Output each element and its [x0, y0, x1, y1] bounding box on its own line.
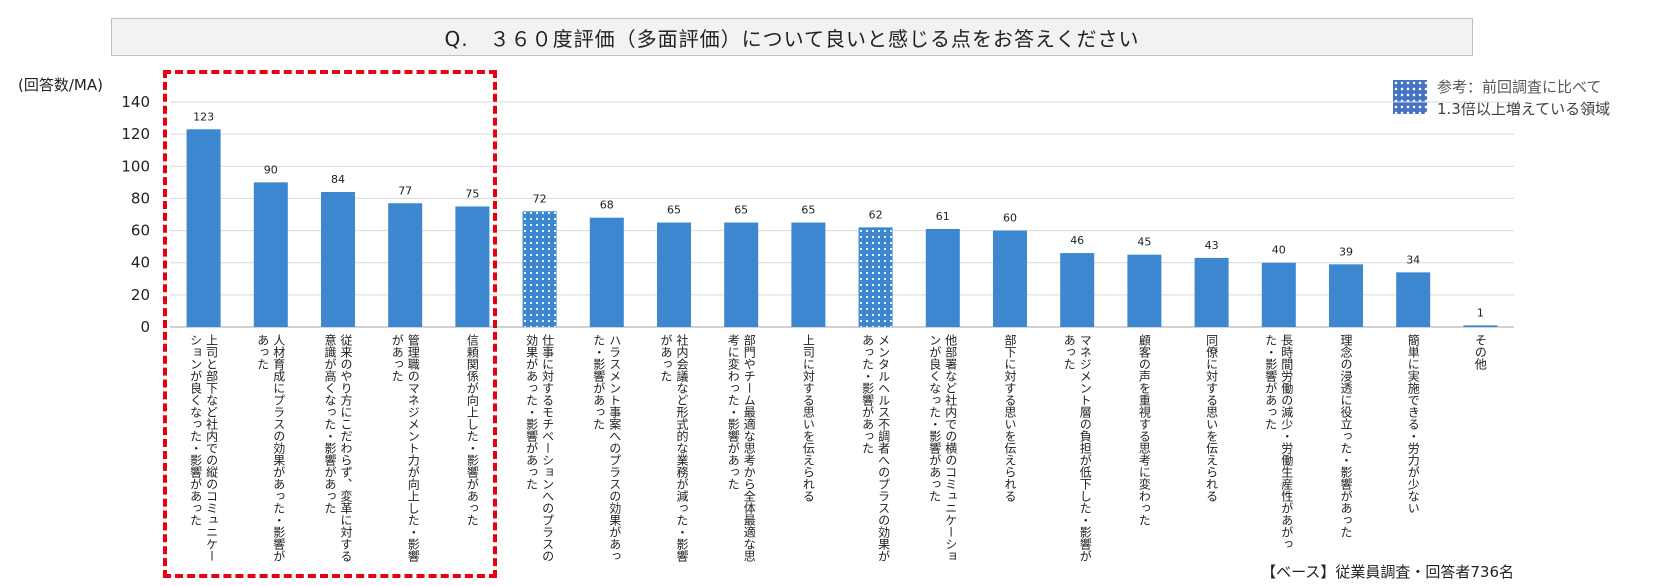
bar: [388, 203, 423, 327]
chart-title: Q. ３６０度評価（多面評価）について良いと感じる点をお答えください: [111, 18, 1473, 56]
x-tick-label: ハラスメント事案へのプラスの効果があっ た・影響があった: [591, 334, 622, 562]
y-tick-label: 80: [131, 189, 150, 207]
bar: [925, 228, 960, 327]
y-tick-label: 140: [121, 93, 150, 111]
bar: [253, 182, 288, 327]
x-tick-label: マネジメント層の負担が低下した・影響が あった: [1062, 334, 1093, 562]
x-tick-label: 上司と部下など社内での縦のコミュニケー ションが良くなった・影響があった: [188, 334, 219, 562]
data-label: 90: [264, 163, 278, 176]
x-tick-label: 他部署など社内での横のコミュニケーショ ンが良くなった・影響があった: [927, 334, 958, 562]
y-tick-label: 0: [140, 318, 150, 336]
bar: [321, 192, 355, 327]
x-tick-label: 長時間労働の減少・労働生産性があがっ た・影響があった: [1263, 334, 1294, 550]
legend: 参考：前回調査に比べて 1.3倍以上増えている領域: [1393, 76, 1658, 126]
bar: [1194, 257, 1229, 327]
x-tick-label: 顧客の声を重視する思考に変わった: [1137, 334, 1152, 526]
data-label: 68: [600, 199, 614, 212]
y-tick-label: 60: [131, 222, 150, 240]
x-tick-label: その他: [1473, 334, 1488, 370]
x-tick-label: 仕事に対するモチベーションへのプラスの 効果があった・影響があった: [524, 334, 555, 562]
x-tick-label: メンタルヘルス不調者へのプラスの効果が あった・影響があった: [860, 334, 891, 562]
data-label: 43: [1205, 239, 1219, 252]
bar: [1127, 254, 1162, 327]
y-axis-unit-label: (回答数/MA): [18, 76, 103, 94]
highlight-box-top5: [163, 70, 497, 578]
y-tick-label: 120: [121, 125, 150, 143]
bar: [589, 217, 624, 327]
bar: [186, 129, 221, 327]
bar: [522, 211, 557, 327]
bar: [1463, 325, 1498, 327]
data-label: 61: [936, 210, 950, 223]
x-tick-label: 上司に対する思いを伝えられる: [801, 334, 816, 502]
bar: [1261, 262, 1296, 327]
data-label: 65: [667, 204, 681, 217]
bar: [1060, 253, 1095, 327]
x-tick-label: 部門やチーム最適な思考から全体最適な思 考に変わった・影響があった: [726, 334, 757, 562]
bar: [657, 222, 691, 327]
data-label: 65: [734, 204, 748, 217]
x-tick-label: 簡単に実施できる・労力が少ない: [1406, 334, 1421, 514]
x-tick-label: 理念の浸透に役立った・影響があった: [1339, 334, 1353, 538]
bar: [993, 230, 1027, 327]
bar: [791, 222, 826, 327]
legend-line-1: 参考：前回調査に比べて: [1437, 78, 1602, 96]
legend-line-2: 1.3倍以上増えている領域: [1437, 100, 1611, 118]
data-label: 123: [193, 110, 214, 123]
data-label: 34: [1406, 253, 1420, 266]
bar: [455, 206, 490, 327]
data-label: 60: [1003, 212, 1017, 225]
data-label: 40: [1272, 244, 1286, 257]
legend-swatch-dotted: [1393, 80, 1427, 114]
bar: [858, 227, 893, 327]
x-tick-label: 人材育成にプラスの効果があった・影響が あった: [255, 334, 286, 562]
y-tick-label: 100: [121, 157, 150, 175]
x-tick-label: 部下に対する思いを伝えられる: [1003, 334, 1017, 502]
legend-text: 参考：前回調査に比べて 1.3倍以上増えている領域: [1437, 76, 1610, 120]
data-label: 46: [1070, 234, 1084, 247]
x-tick-label: 社内会議など形式的な業務が減った・影響 があった: [659, 334, 689, 562]
data-label: 45: [1137, 236, 1151, 249]
data-label: 72: [533, 192, 547, 205]
data-label: 77: [398, 184, 412, 197]
x-tick-label: 管理職のマネジメント力が向上した・影響 があった: [390, 334, 421, 562]
data-label: 84: [331, 173, 345, 186]
base-note: 【ベース】従業員調査・回答者736名: [1261, 563, 1514, 581]
bar: [1329, 264, 1363, 327]
x-tick-label: 従来のやり方にこだわらず、変革に対する 意識が高くなった・影響があった: [323, 334, 353, 562]
x-tick-label: 同僚に対する思いを伝えられる: [1204, 334, 1219, 502]
data-label: 62: [869, 208, 883, 221]
y-tick-label: 20: [131, 286, 150, 304]
data-label: 75: [465, 187, 479, 200]
data-label: 39: [1339, 245, 1353, 258]
data-label: 65: [801, 204, 815, 217]
bar: [724, 222, 759, 327]
y-tick-label: 40: [131, 254, 150, 272]
bar: [1396, 272, 1431, 327]
x-tick-label: 信頼関係が向上した・影響があった: [465, 334, 480, 526]
data-label: 1: [1477, 306, 1484, 319]
